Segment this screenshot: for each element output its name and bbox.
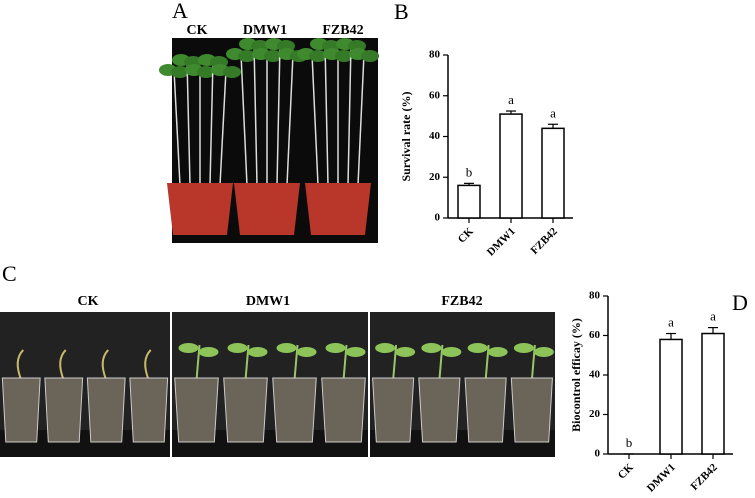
photo-label: DMW1	[246, 294, 290, 309]
significance-letter: a	[508, 92, 514, 107]
y-tick-label: 40	[589, 369, 601, 381]
cup	[372, 377, 415, 443]
leaf	[395, 347, 416, 357]
photo-label: FZB42	[441, 294, 482, 309]
pot	[167, 183, 233, 235]
leaf	[345, 347, 366, 357]
stem	[286, 53, 294, 186]
x-tick-label: DMW1	[485, 225, 518, 258]
y-tick-label: 0	[595, 448, 601, 460]
stem	[186, 59, 191, 186]
leaf	[171, 66, 189, 78]
cup	[321, 377, 366, 443]
bar	[457, 184, 481, 219]
leaf	[238, 50, 256, 62]
leaf	[178, 343, 199, 353]
leaf	[375, 343, 396, 353]
y-tick-label: 80	[429, 49, 441, 61]
leaf	[296, 347, 317, 357]
stem	[311, 53, 319, 186]
significance-letter: a	[710, 309, 716, 324]
bar	[499, 113, 523, 219]
y-tick-label: 60	[589, 329, 601, 341]
leaf	[361, 50, 379, 62]
x-tick-label: DMW1	[645, 461, 678, 494]
leaf	[227, 343, 248, 353]
significance-letter: b	[466, 164, 473, 179]
pot	[305, 183, 371, 235]
y-tick-label: 40	[429, 130, 441, 142]
wilted	[101, 349, 109, 381]
cup	[86, 377, 126, 443]
leaf	[467, 343, 488, 353]
significance-letter: a	[550, 105, 556, 120]
pot	[234, 183, 300, 235]
leaf	[325, 343, 346, 353]
cup	[510, 377, 553, 443]
stem	[324, 43, 329, 186]
leaf	[276, 343, 297, 353]
stem	[219, 69, 227, 186]
y-tick-label: 0	[435, 212, 441, 224]
stem	[347, 43, 352, 186]
bar	[541, 127, 565, 219]
stem	[276, 43, 281, 186]
stem	[357, 53, 365, 186]
leaf	[223, 66, 241, 78]
leaf	[533, 347, 554, 357]
wilted	[16, 349, 24, 381]
stem	[173, 69, 181, 186]
x-tick-label: CK	[456, 225, 476, 245]
cup	[272, 377, 317, 443]
leaf	[421, 343, 442, 353]
leaf	[441, 347, 462, 357]
leaf	[335, 50, 353, 62]
stem	[253, 43, 258, 186]
photo-label: FZB42	[322, 23, 363, 38]
cup	[1, 377, 41, 443]
y-tick-label: 80	[589, 290, 601, 302]
y-axis-label: Biocontrol efficay (%)	[569, 318, 583, 432]
bar	[701, 332, 725, 455]
cup	[129, 377, 169, 443]
panel-label: D	[732, 290, 748, 315]
x-tick-label: CK	[616, 461, 636, 481]
y-tick-label: 60	[429, 89, 441, 101]
leaf	[487, 347, 508, 357]
leaf	[264, 50, 282, 62]
cup	[418, 377, 461, 443]
photo-label: DMW1	[243, 23, 287, 38]
leaf	[198, 347, 219, 357]
significance-letter: b	[626, 435, 633, 450]
y-tick-label: 20	[589, 408, 601, 420]
leaf	[309, 50, 327, 62]
cup	[464, 377, 507, 443]
stem	[209, 59, 214, 186]
cup	[223, 377, 268, 443]
leaf	[513, 343, 534, 353]
wilted	[59, 349, 67, 381]
significance-letter: a	[668, 315, 674, 330]
x-tick-label: FZB42	[529, 225, 561, 257]
panel-label: C	[2, 261, 17, 286]
photos	[0, 38, 555, 457]
leaf	[247, 347, 268, 357]
cup	[174, 377, 219, 443]
y-tick-label: 20	[429, 171, 441, 183]
panel-label: A	[172, 0, 188, 23]
bar	[659, 338, 683, 455]
photo-label: CK	[187, 23, 208, 38]
y-axis-label: Survival rate (%)	[399, 92, 413, 182]
x-tick-label: FZB42	[689, 461, 721, 493]
wilted	[144, 349, 152, 381]
photo-label: CK	[78, 294, 99, 309]
panel-label: B	[394, 0, 409, 24]
stem	[240, 53, 248, 186]
leaf	[197, 66, 215, 78]
cup	[44, 377, 84, 443]
